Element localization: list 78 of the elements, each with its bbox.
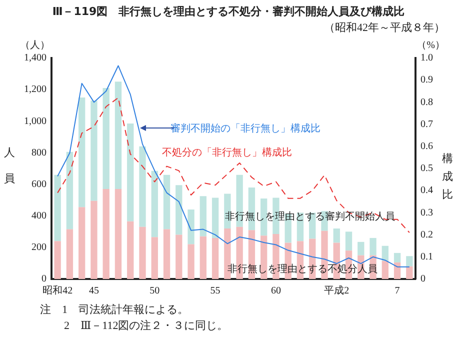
bar — [406, 266, 413, 279]
y-tick-label: 600 — [32, 178, 46, 190]
bar — [54, 174, 61, 242]
bar — [212, 238, 219, 279]
x-tick-label: 平成2 — [324, 284, 350, 297]
bar — [54, 241, 61, 279]
y-tick-label: 1,200 — [24, 84, 46, 96]
y-tick-label: 400 — [32, 210, 46, 222]
bar — [127, 124, 134, 222]
bar — [151, 237, 158, 279]
bar — [114, 189, 122, 279]
bar — [102, 189, 110, 279]
bar — [188, 210, 194, 244]
bar — [382, 260, 389, 279]
text: （%） — [416, 39, 445, 52]
bar — [151, 170, 158, 238]
bar — [200, 196, 207, 236]
bar — [66, 229, 74, 279]
x-tick-label: 50 — [150, 286, 160, 297]
y2-tick-label: 0.7 — [420, 118, 433, 130]
y2-tick-label: 0.2 — [420, 229, 433, 240]
text: 審判不開始の「非行無し」構成比 — [170, 122, 320, 134]
bar — [78, 97, 86, 208]
chart-subtitle: （昭和42年～平成８年） — [324, 21, 445, 35]
series-label: 非行無しを理由とする不処分人員 — [227, 263, 378, 276]
x-tick-label: 45 — [88, 286, 99, 297]
bar — [102, 88, 110, 190]
bar — [188, 244, 194, 279]
series-label: 非行無しを理由とする審判不開始人員 — [225, 210, 396, 223]
y2-tick-label: 1.0 — [420, 52, 433, 64]
y2-tick-label: 0.5 — [420, 163, 433, 174]
y-tick-label: 0 — [42, 274, 46, 285]
text: 2 Ⅲ－112図の注２・３に同じ。 — [64, 318, 228, 333]
text: 人員 — [4, 147, 15, 185]
series-label: 不処分の「非行無し」構成比 — [162, 146, 292, 159]
y2-tick-label: 0.6 — [420, 141, 433, 152]
bar — [200, 236, 207, 279]
bar — [394, 262, 401, 279]
bar — [176, 234, 182, 279]
y-tick-label: 1,400 — [24, 52, 46, 64]
bar — [163, 174, 170, 230]
bar — [260, 236, 268, 279]
x-tick-label: 昭和42 — [42, 284, 73, 297]
bar — [370, 238, 376, 256]
y2-tick-label: 0.9 — [420, 74, 433, 86]
bar — [382, 246, 389, 261]
bar — [212, 198, 219, 238]
bar — [333, 228, 340, 243]
y2-axis-title: 構成比 — [442, 152, 454, 203]
bar — [114, 82, 122, 190]
text: 注 1 司法統計年報による。 — [40, 302, 188, 317]
bar — [358, 242, 364, 256]
y-tick-label: 200 — [32, 242, 46, 254]
bar — [176, 185, 182, 235]
x-tick-label: 7 — [394, 286, 400, 297]
bar — [406, 256, 413, 266]
y2-tick-label: 0.8 — [420, 96, 433, 108]
bar — [394, 252, 401, 262]
bar — [139, 226, 146, 279]
y2-tick-label: 0 — [420, 274, 426, 285]
bar — [163, 229, 170, 279]
y2-tick-label: 0.4 — [420, 185, 433, 196]
chart-title: Ⅲ－119図 非行無しを理由とする不処分・審判不開始人員及び構成比 — [51, 4, 406, 19]
y-tick-label: 1,000 — [24, 116, 46, 127]
bar — [139, 146, 146, 227]
y2-tick-label: 0.3 — [420, 207, 433, 218]
y-tick-label: 800 — [32, 147, 46, 158]
y2-tick-label: 0.1 — [420, 252, 433, 263]
bar — [90, 200, 98, 279]
x-tick-label: 55 — [210, 286, 220, 297]
bar — [78, 207, 86, 279]
line-series — [57, 97, 410, 234]
bar — [66, 152, 74, 230]
bar — [90, 100, 98, 201]
x-tick-label: 60 — [270, 286, 281, 297]
bar — [127, 221, 134, 279]
bar — [345, 232, 352, 251]
text: （人） — [20, 39, 50, 52]
